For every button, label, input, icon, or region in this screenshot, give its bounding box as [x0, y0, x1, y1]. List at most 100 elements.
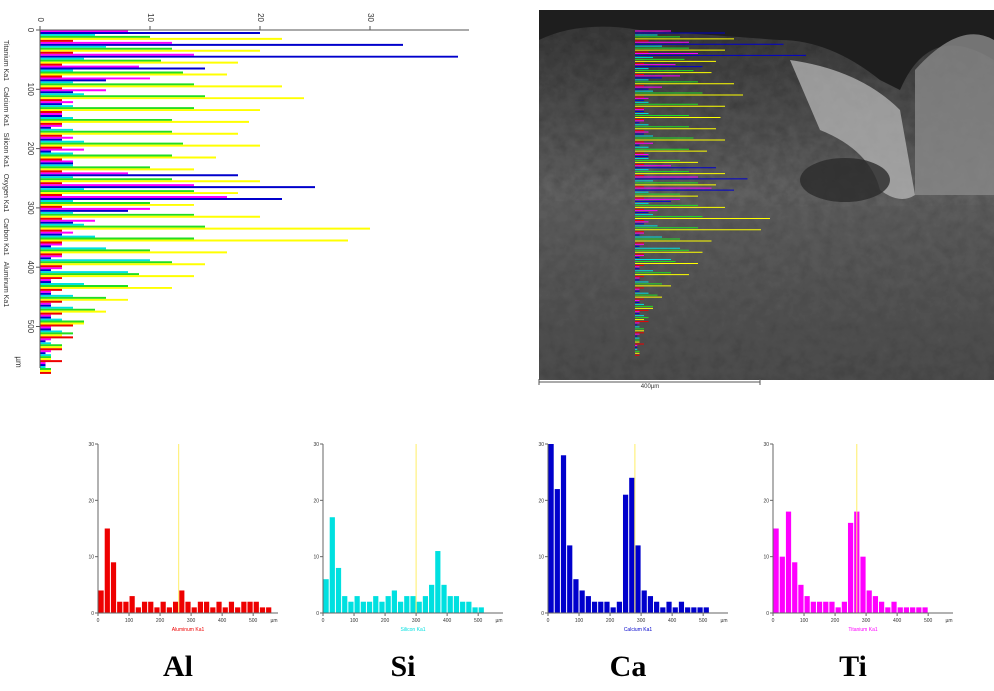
y-tick-label: 0: [316, 611, 319, 617]
y-tick-label: 30: [538, 442, 544, 448]
bar: [185, 601, 191, 613]
bar: [847, 522, 854, 613]
bar: [160, 601, 166, 613]
bar: [166, 607, 172, 613]
bar: [691, 607, 697, 613]
y-unit: µm: [14, 356, 23, 368]
x-tick-label: 300: [412, 618, 421, 624]
x-unit: µm: [945, 618, 952, 624]
legend-entry: Carbon Ka1: [2, 218, 9, 255]
x-axis-label: Calcium Ka1: [624, 627, 653, 633]
bar: [573, 579, 579, 613]
bar: [635, 545, 641, 613]
bar: [654, 601, 660, 613]
bar: [348, 601, 354, 613]
bar: [204, 601, 210, 613]
x-tick-label: 10: [146, 13, 155, 22]
bar: [453, 596, 460, 613]
y-tick-label: 0: [541, 611, 544, 617]
y-tick-label: 10: [538, 555, 544, 561]
bar: [197, 601, 204, 613]
x-tick-label: 0: [547, 618, 550, 624]
bar: [641, 590, 647, 613]
bar: [210, 607, 216, 613]
bar: [385, 596, 391, 613]
bar: [798, 584, 804, 613]
bar: [447, 596, 453, 613]
y-tick-label: 20: [313, 498, 319, 504]
y-tick-label: 100: [26, 83, 35, 97]
bar: [247, 601, 253, 613]
bar: [441, 584, 447, 613]
bar: [342, 596, 348, 613]
x-tick-label: 500: [249, 618, 258, 624]
y-tick-label: 500: [26, 320, 35, 334]
y-tick-label: 300: [26, 201, 35, 215]
bar: [191, 607, 197, 613]
bar: [216, 601, 222, 613]
x-tick-label: 100: [575, 618, 584, 624]
bar: [141, 601, 148, 613]
bar: [916, 607, 922, 613]
bar: [354, 596, 360, 613]
bar: [410, 596, 416, 613]
y-tick-label: 20: [88, 498, 94, 504]
x-tick-label: 300: [862, 618, 871, 624]
x-tick-label: 400: [893, 618, 902, 624]
y-tick-label: 0: [26, 28, 35, 33]
y-tick-label: 10: [763, 555, 769, 561]
bar: [585, 596, 591, 613]
y-tick-label: 30: [313, 442, 319, 448]
bar: [804, 596, 810, 613]
bar: [891, 601, 897, 613]
x-unit: µm: [495, 618, 502, 624]
x-tick-label: 400: [218, 618, 227, 624]
y-tick-label: 10: [313, 555, 319, 561]
y-tick-label: 10: [88, 555, 94, 561]
bar: [678, 601, 685, 613]
x-tick-label: 0: [322, 618, 325, 624]
bar: [922, 607, 928, 613]
bar: [266, 607, 272, 613]
bar: [241, 601, 247, 613]
bar: [598, 601, 604, 613]
bar: [816, 601, 823, 613]
bar: [172, 601, 179, 613]
bar: [604, 601, 610, 613]
x-tick-label: 100: [125, 618, 134, 624]
element-label: Si: [390, 650, 415, 683]
bar: [647, 596, 654, 613]
bar: [910, 607, 916, 613]
x-tick-label: 200: [381, 618, 390, 624]
bar: [879, 601, 885, 613]
bar: [435, 551, 441, 613]
bar: [785, 511, 792, 613]
bar: [235, 607, 241, 613]
y-tick-label: 200: [26, 142, 35, 156]
bar: [466, 601, 472, 613]
bar: [391, 590, 397, 613]
bar: [148, 601, 154, 613]
bar: [323, 579, 329, 613]
x-tick-label: 0: [36, 18, 45, 23]
bar: [616, 601, 622, 613]
element-label: Al: [163, 650, 193, 683]
bar: [548, 444, 554, 613]
bar: [253, 601, 259, 613]
bar: [259, 607, 266, 613]
bar: [129, 596, 135, 613]
bar: [422, 596, 429, 613]
bar: [429, 584, 435, 613]
bar: [560, 455, 567, 613]
bar: [397, 601, 404, 613]
bar: [897, 607, 903, 613]
x-tick-label: 0: [772, 618, 775, 624]
bar: [478, 607, 484, 613]
x-tick-label: 0: [97, 618, 100, 624]
x-axis-label: Silicon Ka1: [400, 627, 425, 633]
x-axis-label: Aluminum Ka1: [172, 627, 205, 633]
x-tick-label: 200: [606, 618, 615, 624]
bar: [135, 607, 141, 613]
bar: [472, 607, 478, 613]
